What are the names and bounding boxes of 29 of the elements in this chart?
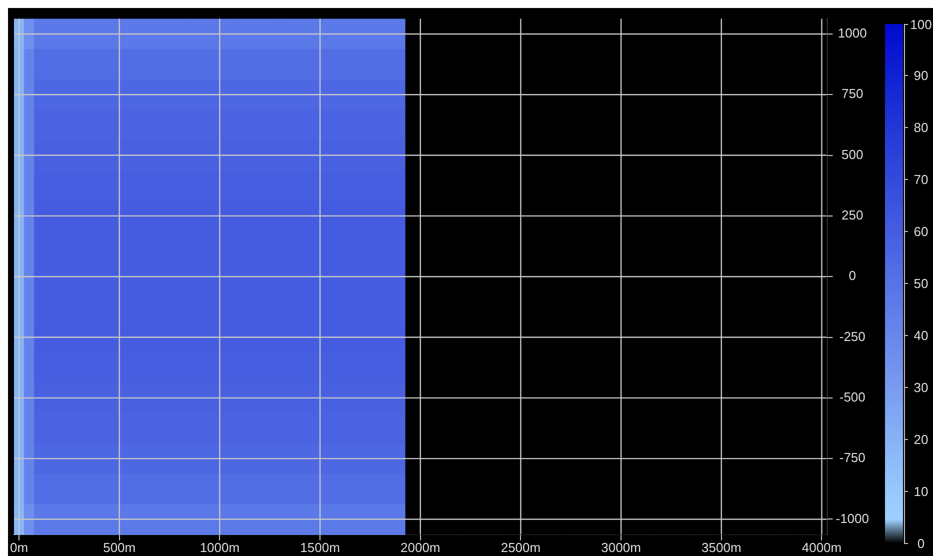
y-tick-label: -500 [839, 389, 866, 404]
color-bar-label: 60 [912, 224, 930, 240]
y-tick-label: 250 [842, 208, 864, 223]
color-bar-label: 80 [912, 120, 930, 136]
color-bar-label: 0 [916, 536, 926, 550]
y-tick-label: 0 [848, 268, 856, 284]
color-bar-label: 40 [912, 328, 930, 343]
color-bar-label: 10 [912, 484, 930, 499]
y-tick-label: -750 [839, 450, 866, 466]
x-tick-label: 1000m [200, 540, 240, 555]
y-tick-label: 750 [842, 86, 864, 102]
y-tick-label: 1000 [838, 26, 867, 41]
x-tick-label: 1500m [300, 540, 340, 555]
x-tick-label: 3000m [601, 540, 641, 555]
x-tick-label: 0m [10, 540, 28, 555]
y-tick-label: -250 [839, 328, 866, 344]
x-tick-label: 2000m [400, 540, 440, 555]
y-tick-label: -1000 [836, 510, 869, 526]
color-bar-label: 100 [909, 16, 933, 32]
color-bar-label: 20 [912, 432, 930, 447]
x-tick-label: 3500m [702, 540, 742, 555]
color-bar-label: 30 [912, 380, 930, 395]
x-tick-label: 2500m [500, 540, 541, 555]
color-bar-label: 50 [912, 276, 930, 291]
color-bar-label: 90 [912, 68, 930, 84]
y-tick-label: 500 [842, 146, 864, 162]
color-bar-label: 70 [912, 172, 930, 188]
x-tick-label: 500m [103, 540, 136, 555]
x-tick-label: 4000m [802, 540, 842, 555]
